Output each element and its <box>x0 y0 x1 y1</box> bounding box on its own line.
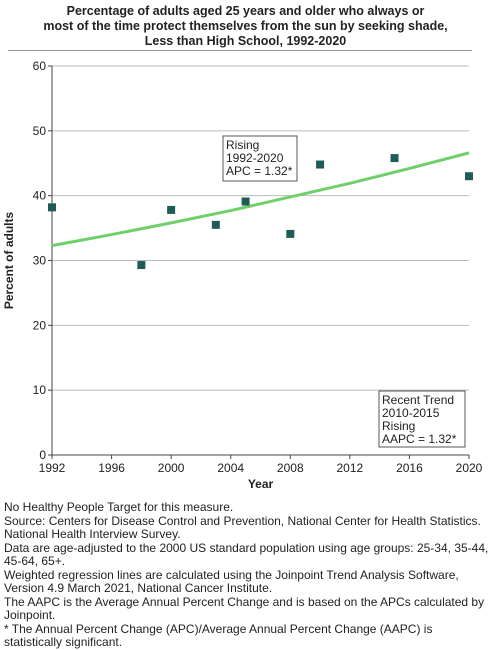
data-point <box>465 172 473 181</box>
x-tick-label: 2012 <box>337 461 364 475</box>
y-ticks: 0 10 20 30 40 50 60 <box>33 59 52 462</box>
y-tick-label: 0 <box>39 448 46 462</box>
chart-title-line-2: most of the time protect themselves from… <box>43 19 448 33</box>
x-ticks: 1992 1996 2000 2004 2008 2012 2016 2020 <box>39 455 483 475</box>
x-tick-label: 1996 <box>98 461 125 475</box>
annotation-frame <box>378 390 466 448</box>
data-point <box>390 154 399 163</box>
trend-line <box>51 151 470 248</box>
annotation-text: Rising <box>382 419 415 433</box>
annotation-text: AAPC = 1.32* <box>382 432 457 446</box>
annotation-text: 1992-2020 <box>226 151 284 165</box>
data-point <box>316 160 325 169</box>
annotation-text: APC = 1.32* <box>226 164 293 178</box>
x-tick-label: 1992 <box>39 461 66 475</box>
y-axis-label: Percent of adults <box>2 212 16 310</box>
y-tick-label: 10 <box>33 383 47 397</box>
data-point <box>286 229 295 238</box>
chart-title: Percentage of adults aged 25 years and o… <box>0 4 491 49</box>
y-tick-label: 20 <box>33 318 47 332</box>
data-point <box>48 203 56 212</box>
x-axis-label: Year <box>248 477 274 491</box>
x-tick-label: 2016 <box>396 461 423 475</box>
annotation-text: Recent Trend <box>382 393 454 407</box>
x-tick-label: 2020 <box>456 461 483 475</box>
x-tick-label: 2000 <box>158 461 185 475</box>
x-tick-label: 2004 <box>217 461 244 475</box>
data-point <box>167 205 176 214</box>
title-divider <box>8 50 472 51</box>
footnote-significance: * The Annual Percent Change (APC)/Averag… <box>4 621 433 649</box>
gridlines <box>52 65 469 391</box>
annotation-text: Rising <box>226 138 259 152</box>
x-tick-label: 2008 <box>277 461 304 475</box>
y-tick-label: 40 <box>33 189 47 203</box>
y-tick-label: 50 <box>33 124 47 138</box>
data-point <box>137 261 146 270</box>
data-point <box>211 220 220 229</box>
chart-plot: 1992 1996 2000 2004 2008 2012 2016 2020 0 10 20 30… <box>2 59 483 491</box>
chart-title-line-3: Less than High School, 1992-2020 <box>144 34 347 48</box>
footnote-aapc: The AAPC is the Average Annual Percent C… <box>4 594 485 622</box>
annotation-text: 2010-2015 <box>382 406 440 420</box>
footnote-age-adjust: Data are age-adjusted to the 2000 US sta… <box>4 540 489 568</box>
chart-title-line-1: Percentage of adults aged 25 years and o… <box>66 4 425 18</box>
data-point <box>241 197 250 206</box>
trend-series-line <box>51 151 470 248</box>
annotation-frame <box>222 135 298 182</box>
y-tick-label: 30 <box>33 254 47 268</box>
footnote-source: Source: Centers for Disease Control and … <box>4 513 481 541</box>
y-tick-label: 60 <box>33 59 47 73</box>
footnotes: No Healthy People Target for this measur… <box>4 500 490 650</box>
footnote-target: No Healthy People Target for this measur… <box>4 500 234 514</box>
footnote-regression: Weighted regression lines are calculated… <box>4 567 459 595</box>
data-points <box>48 154 473 270</box>
